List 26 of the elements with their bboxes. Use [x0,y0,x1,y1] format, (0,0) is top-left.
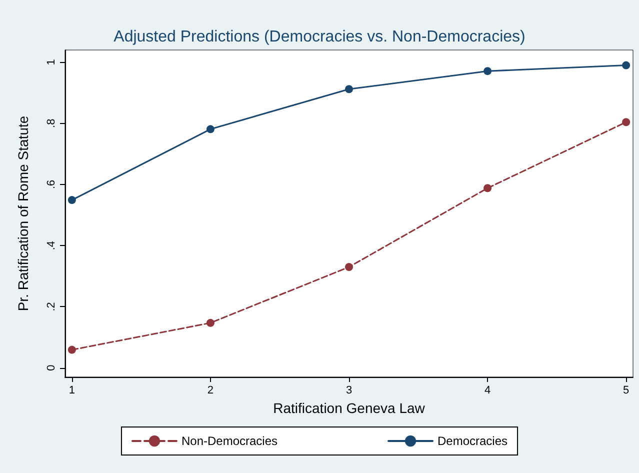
legend-label: Democracies [438,434,508,448]
point [345,85,353,94]
y-tick-label: .6 [46,180,58,190]
point [622,118,630,126]
x-tick-label: 5 [623,384,630,396]
point [68,346,76,354]
x-tick-label: 1 [68,384,75,396]
point [206,125,214,134]
y-tick-label: .2 [46,302,58,312]
point [484,67,492,76]
point [484,184,492,192]
point [206,318,214,327]
y-tick-label: 0 [46,364,58,371]
y-axis-title: Pr. Ratification of Rome Statute [15,116,31,312]
y-tick-label: .8 [46,118,58,128]
x-tick-label: 4 [484,384,491,396]
y-tick-label: 1 [46,59,58,66]
chart-title: Adjusted Predictions (Democracies vs. Non-Democracies) [114,28,526,46]
x-axis-title: Ratification Geneva Law [273,400,426,416]
point [345,262,353,271]
point [68,196,76,204]
legend-label: Non-Democracies [181,434,278,448]
x-tick-label: 3 [346,384,352,396]
point [622,61,630,70]
x-tick-label: 2 [207,384,214,396]
y-tick-label: .4 [46,240,58,250]
